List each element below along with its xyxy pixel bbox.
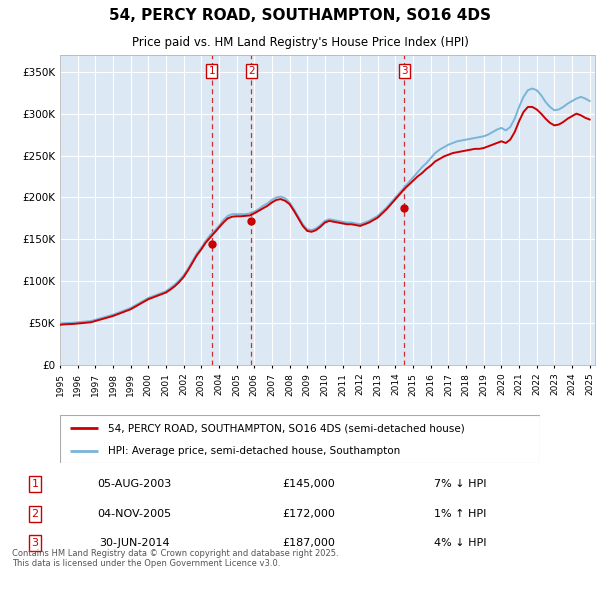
Text: Contains HM Land Registry data © Crown copyright and database right 2025.
This d: Contains HM Land Registry data © Crown c… bbox=[12, 549, 338, 569]
Text: 1: 1 bbox=[208, 66, 215, 76]
Text: £187,000: £187,000 bbox=[282, 538, 335, 548]
Text: 2: 2 bbox=[32, 509, 38, 519]
Text: 54, PERCY ROAD, SOUTHAMPTON, SO16 4DS: 54, PERCY ROAD, SOUTHAMPTON, SO16 4DS bbox=[109, 8, 491, 23]
Text: 04-NOV-2005: 04-NOV-2005 bbox=[97, 509, 171, 519]
Text: Price paid vs. HM Land Registry's House Price Index (HPI): Price paid vs. HM Land Registry's House … bbox=[131, 37, 469, 50]
Text: 30-JUN-2014: 30-JUN-2014 bbox=[99, 538, 169, 548]
Text: £172,000: £172,000 bbox=[282, 509, 335, 519]
Text: HPI: Average price, semi-detached house, Southampton: HPI: Average price, semi-detached house,… bbox=[108, 446, 400, 456]
Text: 7% ↓ HPI: 7% ↓ HPI bbox=[434, 479, 486, 489]
Text: 2: 2 bbox=[248, 66, 255, 76]
Text: 3: 3 bbox=[401, 66, 407, 76]
Text: 1% ↑ HPI: 1% ↑ HPI bbox=[434, 509, 486, 519]
Text: 4% ↓ HPI: 4% ↓ HPI bbox=[434, 538, 486, 548]
FancyBboxPatch shape bbox=[60, 415, 540, 463]
Text: 3: 3 bbox=[32, 538, 38, 548]
Text: 1: 1 bbox=[32, 479, 38, 489]
Text: 54, PERCY ROAD, SOUTHAMPTON, SO16 4DS (semi-detached house): 54, PERCY ROAD, SOUTHAMPTON, SO16 4DS (s… bbox=[108, 424, 465, 434]
Text: £145,000: £145,000 bbox=[282, 479, 335, 489]
Text: 05-AUG-2003: 05-AUG-2003 bbox=[97, 479, 171, 489]
